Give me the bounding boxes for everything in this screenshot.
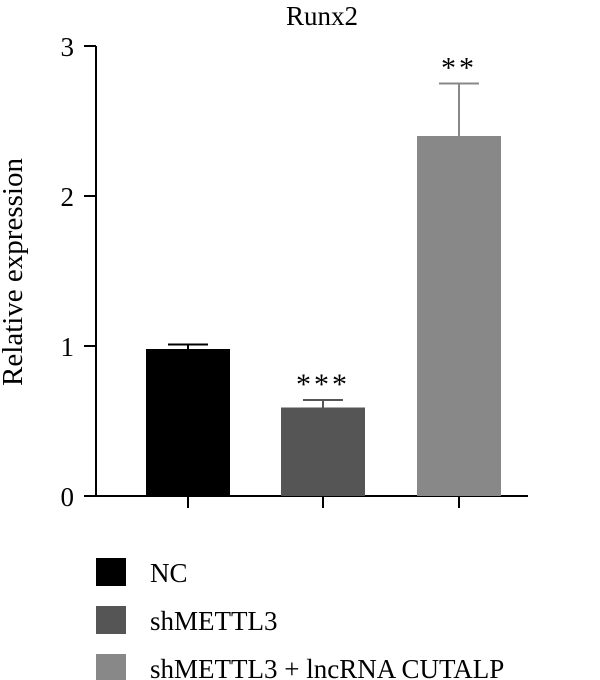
y-tick-label: 0 [61, 482, 75, 512]
legend: NC shMETTL3 shMETTL3 + lncRNA CUTALP [96, 558, 504, 680]
y-tick-label: 3 [61, 32, 75, 62]
legend-swatch [96, 606, 126, 634]
chart-title: Runx2 [286, 1, 358, 31]
bar [146, 349, 230, 496]
bar [281, 407, 365, 496]
bar [417, 136, 501, 496]
significance-label: *** [296, 368, 350, 401]
y-axis-label: Relative expression [0, 158, 29, 386]
y-tick-label: 2 [61, 182, 75, 212]
legend-entry-label: NC [150, 558, 188, 588]
legend-swatch [96, 558, 126, 586]
y-tick-label: 1 [61, 332, 75, 362]
bars: ***** [146, 52, 501, 496]
significance-label: ** [441, 52, 477, 85]
legend-entry-label: shMETTL3 + lncRNA CUTALP [150, 654, 504, 680]
legend-entry-label: shMETTL3 [150, 606, 278, 636]
legend-swatch [96, 654, 126, 680]
